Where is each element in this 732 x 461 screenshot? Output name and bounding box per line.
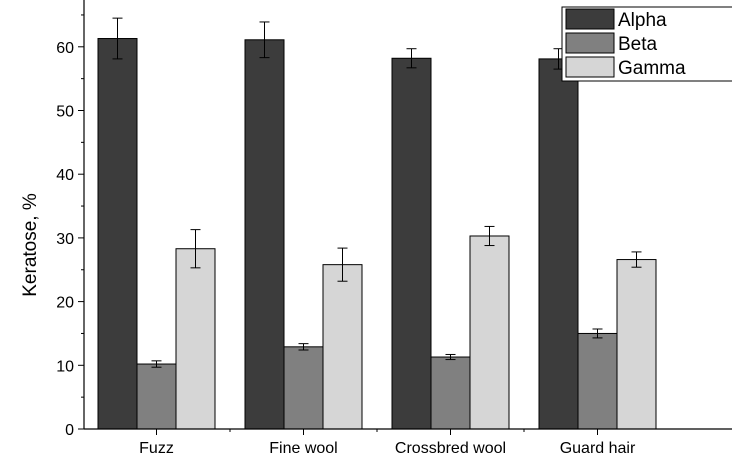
bar-beta-3 bbox=[430, 356, 471, 430]
bar-beta-4 bbox=[577, 332, 618, 430]
bar-beta-1 bbox=[136, 363, 177, 430]
bar-alpha-3 bbox=[391, 57, 432, 430]
y-tick-label-40: 40 bbox=[56, 167, 74, 184]
bar-alpha-4 bbox=[538, 58, 579, 430]
x-tick-label-fine-wool: Fine wool bbox=[269, 440, 337, 457]
bar-beta-2 bbox=[283, 346, 324, 430]
bar-gamma-3 bbox=[469, 235, 510, 430]
legend-swatch-gamma bbox=[565, 56, 615, 78]
x-tick-label-fuzz: Fuzz bbox=[139, 440, 174, 457]
bars-layer bbox=[97, 17, 657, 430]
bar-gamma-2 bbox=[322, 264, 363, 430]
bar-gamma-1 bbox=[175, 248, 216, 430]
axes-layer: 0 10 20 30 40 50 60 Fuzz Fine wool Crossbred wool… bbox=[56, 0, 732, 457]
legend-label-gamma: Gamma bbox=[618, 58, 686, 79]
y-tick-label-60: 60 bbox=[56, 40, 74, 57]
legend-label-alpha: Alpha bbox=[618, 10, 667, 31]
bar-alpha-2 bbox=[244, 39, 285, 430]
y-tick-label-0: 0 bbox=[65, 422, 74, 439]
bar-gamma-4 bbox=[616, 259, 657, 430]
legend-label-beta: Beta bbox=[618, 34, 658, 55]
y-tick-label-30: 30 bbox=[56, 231, 74, 248]
legend: Alpha Beta Gamma bbox=[561, 6, 732, 82]
y-tick-label-20: 20 bbox=[56, 295, 74, 312]
x-tick-label-guard-hair: Guard hair bbox=[560, 440, 636, 457]
legend-swatch-alpha bbox=[565, 8, 615, 30]
legend-swatch-beta bbox=[565, 32, 615, 54]
x-tick-label-crossbred-wool: Crossbred wool bbox=[395, 440, 506, 457]
y-tick-label-10: 10 bbox=[56, 358, 74, 375]
y-axis-title: Keratose, % bbox=[20, 193, 41, 297]
bar-alpha-1 bbox=[97, 38, 138, 430]
y-tick-label-50: 50 bbox=[56, 104, 74, 121]
